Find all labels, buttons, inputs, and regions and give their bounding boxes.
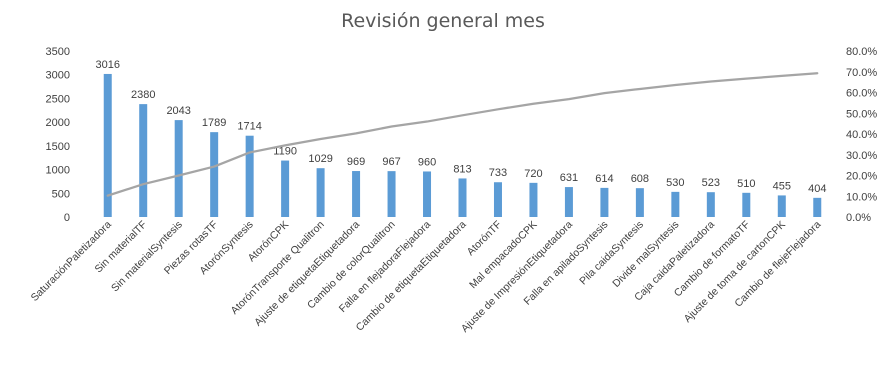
bar (671, 191, 680, 217)
y-axis-right: 0.0% 10.0% 20.0% 30.0% 40.0% 50.0% 60.0% 70.0% 8… (846, 46, 877, 224)
data-label: 510 (737, 178, 755, 190)
bar (564, 187, 573, 217)
y2-tick-label: 30.0% (846, 150, 877, 162)
data-label: 960 (418, 156, 436, 168)
data-label: 404 (808, 183, 826, 195)
data-labels: 3016 2380 2043 1789 1714 1190 1029 969 967 960 813… (95, 59, 826, 195)
y2-tick-label: 40.0% (846, 129, 877, 141)
y2-tick-label: 0.0% (846, 212, 871, 224)
y-tick-label: 1500 (46, 141, 70, 153)
data-label: 1190 (273, 146, 297, 158)
data-label: 1714 (237, 121, 261, 133)
data-label: 720 (524, 168, 542, 180)
bar (316, 168, 325, 217)
bar (281, 160, 290, 217)
y-tick-label: 500 (52, 188, 70, 200)
bar-series (103, 73, 822, 217)
y-tick-label: 0 (64, 212, 70, 224)
bar (493, 182, 502, 217)
y2-tick-label: 70.0% (846, 67, 877, 79)
y-tick-label: 3500 (46, 46, 70, 58)
data-label: 967 (382, 156, 400, 168)
data-label: 631 (560, 172, 578, 184)
x-category-label: Pila caidaSyntesis (577, 219, 646, 288)
data-label: 530 (666, 177, 684, 189)
data-label: 2380 (131, 89, 155, 101)
y2-tick-label: 50.0% (846, 108, 877, 120)
bar (742, 192, 751, 217)
x-category-label: Mal empacadoCPK (467, 219, 539, 291)
y-axis-left: 0 500 1000 1500 2000 2500 3000 3500 (46, 46, 70, 224)
data-label: 455 (773, 180, 791, 192)
bar (529, 182, 538, 217)
bar (600, 187, 609, 217)
bar (635, 188, 644, 217)
bar (139, 104, 148, 217)
y2-tick-label: 20.0% (846, 171, 877, 183)
bar (458, 178, 467, 217)
data-label: 733 (489, 167, 507, 179)
data-label: 1789 (202, 117, 226, 129)
y-tick-label: 2000 (46, 117, 70, 129)
y-tick-label: 2500 (46, 93, 70, 105)
y-tick-label: 1000 (46, 165, 70, 177)
chart-title: Revisión general mes (341, 10, 545, 32)
y-tick-label: 3000 (46, 70, 70, 82)
cumulative-line-series (106, 72, 819, 197)
bar (174, 120, 183, 217)
cumulative-line (106, 72, 819, 197)
bar (813, 197, 822, 217)
y2-tick-label: 80.0% (846, 46, 877, 58)
data-label: 969 (347, 156, 365, 168)
bar (103, 73, 112, 217)
bar (352, 171, 361, 217)
data-label: 608 (631, 173, 649, 185)
x-category-label: Divide malSyntesis (610, 219, 681, 290)
data-label: 813 (453, 163, 471, 175)
bar (777, 195, 786, 217)
bar (245, 135, 254, 217)
data-label: 614 (595, 173, 613, 185)
y2-tick-label: 60.0% (846, 88, 877, 100)
data-label: 2043 (166, 105, 190, 117)
data-label: 1029 (308, 153, 332, 165)
y2-tick-label: 10.0% (846, 191, 877, 203)
bar (387, 171, 396, 217)
bar (210, 132, 219, 217)
data-label: 523 (702, 177, 720, 189)
bar (423, 171, 432, 217)
data-label: 3016 (95, 59, 119, 71)
bar (706, 192, 715, 217)
